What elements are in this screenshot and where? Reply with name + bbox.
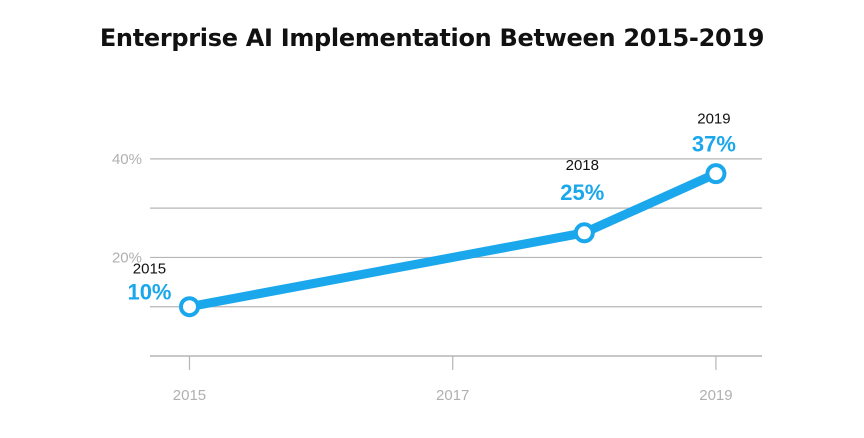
- series-layer: [178, 163, 727, 318]
- annotation-year-label: 2015: [133, 261, 166, 278]
- data-point: [573, 222, 595, 244]
- x-tick-label: 2015: [173, 387, 206, 404]
- axes: 20% 40% 2015 2017 2019: [112, 151, 733, 404]
- x-tick-label: 2019: [699, 387, 732, 404]
- data-label: 10%: [127, 280, 171, 305]
- chart-title: Enterprise AI Implementation Between 201…: [99, 24, 765, 52]
- annotation-layer: 2015 10% 2018 25% 2019 37%: [127, 111, 735, 305]
- annotation-year-label: 2019: [697, 111, 730, 128]
- y-tick-label: 40%: [112, 151, 142, 168]
- data-label: 37%: [692, 132, 736, 157]
- data-point: [705, 163, 727, 185]
- annotation-year-label: 2018: [566, 157, 599, 174]
- y-tick-label: 20%: [112, 249, 142, 266]
- data-point: [178, 296, 200, 318]
- series-line: [184, 169, 721, 312]
- x-tick-label: 2017: [436, 387, 469, 404]
- data-label: 25%: [560, 180, 604, 205]
